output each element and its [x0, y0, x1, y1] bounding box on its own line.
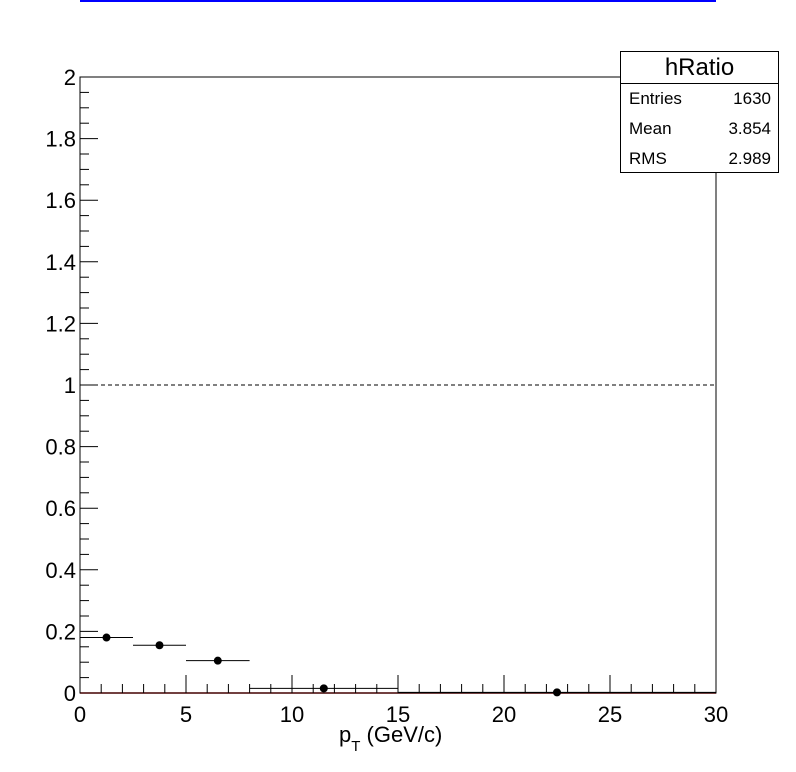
stats-value: 2.989: [728, 149, 771, 168]
stats-value: 1630: [733, 89, 771, 108]
data-point: [553, 688, 561, 697]
x-axis-title-rest: (GeV/c): [360, 722, 442, 747]
stats-title: hRatio: [621, 52, 778, 84]
y-tick-label: 1.6: [45, 188, 76, 213]
x-axis-title-subscript: T: [351, 738, 360, 755]
y-tick-label: 1: [64, 373, 76, 398]
stats-value: 3.854: [728, 119, 771, 138]
data-point-group: [249, 684, 398, 693]
y-tick-label: 1.8: [45, 127, 76, 152]
data-point: [213, 656, 222, 665]
data-point: [102, 633, 111, 642]
data-point: [319, 684, 328, 693]
y-tick-label: 1.4: [45, 250, 76, 275]
x-tick-label: 10: [280, 702, 304, 727]
y-tick-label: 0.8: [45, 435, 76, 460]
data-point-group: [133, 641, 186, 650]
stats-label: Entries: [629, 89, 682, 108]
data-point-group: [398, 688, 716, 697]
stats-label: RMS: [629, 149, 667, 168]
x-tick-label: 15: [386, 702, 410, 727]
x-tick-label: 0: [74, 702, 86, 727]
y-tick-label: 0.4: [45, 558, 76, 583]
stats-row-entries: Entries 1630: [621, 84, 778, 114]
x-tick-label: 25: [598, 702, 622, 727]
y-tick-label: 2: [64, 65, 76, 90]
x-tick-label: 5: [180, 702, 192, 727]
data-point-group: [80, 633, 133, 642]
stats-row-rms: RMS 2.989: [621, 144, 778, 174]
stats-label: Mean: [629, 119, 672, 138]
stats-row-mean: Mean 3.854: [621, 114, 778, 144]
x-axis-title: pT (GeV/c): [339, 722, 442, 755]
stats-box: hRatio Entries 1630 Mean 3.854 RMS 2.989: [620, 51, 779, 173]
y-tick-label: 1.2: [45, 311, 76, 336]
data-point: [155, 641, 164, 650]
y-tick-label: 0.6: [45, 496, 76, 521]
x-tick-label: 20: [492, 702, 516, 727]
x-axis-title-main: p: [339, 722, 351, 747]
y-tick-label: 0: [64, 681, 76, 706]
y-tick-label: 0.2: [45, 619, 76, 644]
x-tick-label: 30: [704, 702, 728, 727]
data-point-group: [186, 656, 250, 665]
